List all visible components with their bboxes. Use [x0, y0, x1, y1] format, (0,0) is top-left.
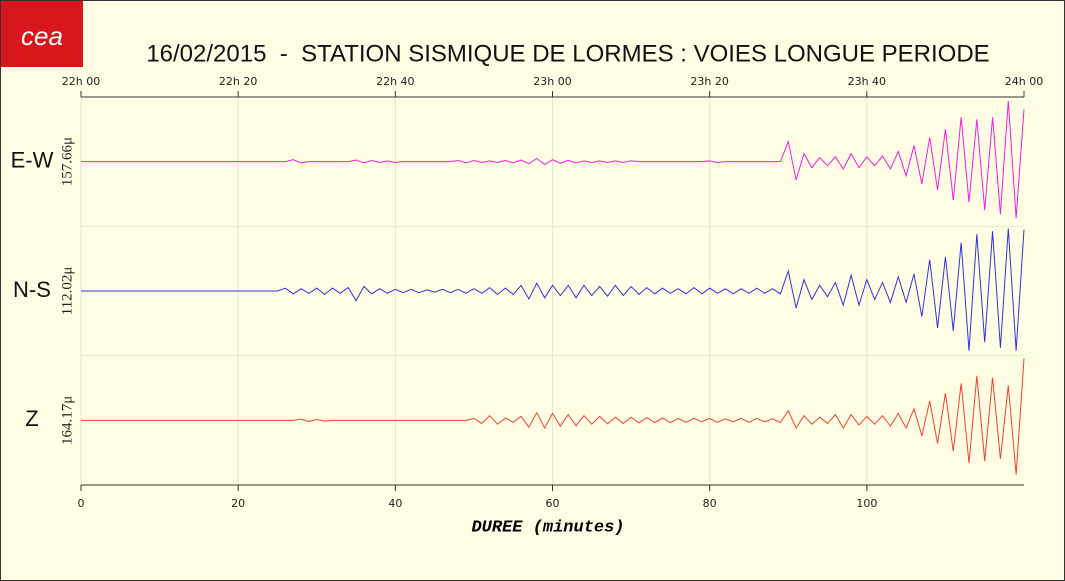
x-tick-label: 0	[78, 497, 85, 510]
logo-box	[1, 1, 83, 67]
trace-scale: 157.66μ	[59, 137, 75, 186]
trace-name: E-W	[11, 147, 54, 172]
x-tick-label: 20	[231, 497, 245, 510]
trace-name: Z	[25, 406, 38, 431]
trace-scale: 112.02μ	[59, 267, 75, 316]
x-tick-label: 100	[856, 497, 877, 510]
x-axis-label: DUREE (minutes)	[471, 518, 624, 537]
x2-tick-label: 23h 00	[533, 75, 571, 88]
x-tick-label: 80	[703, 497, 717, 510]
x2-tick-label: 22h 00	[62, 75, 100, 88]
x2-tick-label: 22h 40	[376, 75, 414, 88]
chart-title: 16/02/2015 - STATION SISMIQUE DE LORMES …	[146, 40, 989, 67]
x2-tick-label: 22h 20	[219, 75, 257, 88]
logo: cea	[21, 21, 63, 51]
trace	[81, 101, 1025, 219]
x2-tick-label: 23h 20	[690, 75, 728, 88]
trace-scale: 164.17μ	[59, 396, 75, 445]
trace	[81, 228, 1025, 351]
x2-tick-label: 24h 00	[1005, 75, 1043, 88]
trace	[81, 358, 1025, 475]
x-tick-label: 40	[388, 497, 402, 510]
x2-tick-label: 23h 40	[848, 75, 886, 88]
trace-name: N-S	[13, 277, 51, 302]
x-tick-label: 60	[546, 497, 560, 510]
